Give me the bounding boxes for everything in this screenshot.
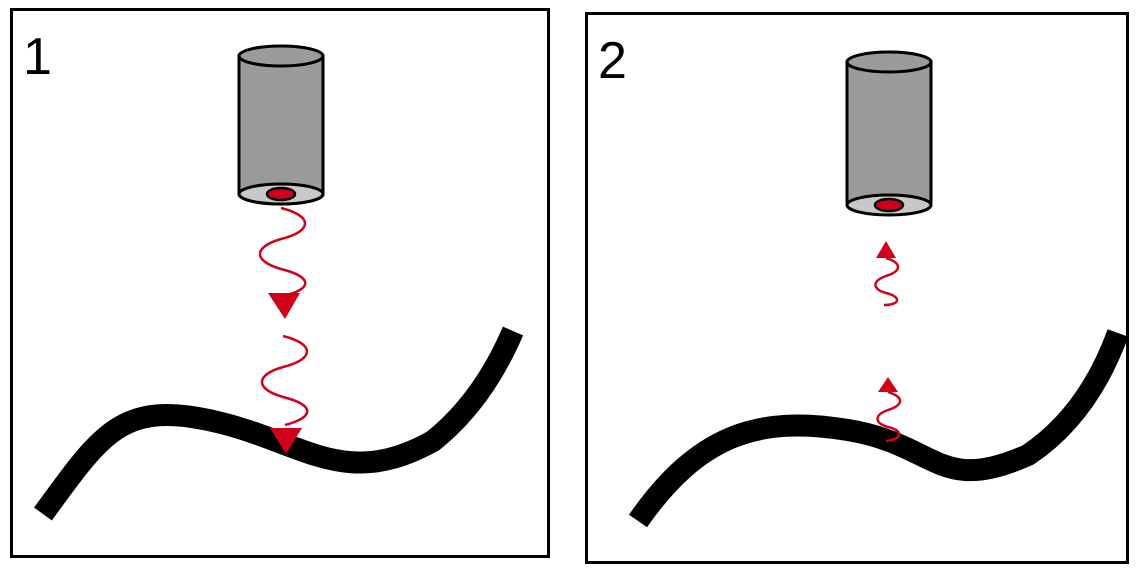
wave-arrow-icon: [261, 334, 309, 427]
arrowhead-up: [876, 241, 896, 258]
sensor-probe-icon: [237, 44, 325, 206]
surface-curve: [628, 329, 1129, 528]
sensor-probe-icon: [845, 50, 933, 217]
panel-2: 2: [585, 12, 1129, 564]
panel-1: 1: [10, 8, 550, 558]
panel-number: 2: [598, 32, 627, 90]
panel-1-illustration: [34, 44, 524, 521]
surface-curve: [34, 326, 524, 521]
panel-number: 1: [23, 28, 52, 86]
arrowhead-down: [268, 293, 300, 319]
panel-2-illustration: [628, 50, 1129, 528]
wave-arrow-icon: [876, 390, 902, 443]
wave-arrow-icon: [259, 206, 307, 298]
sensor-lens: [265, 186, 297, 202]
wave-arrow-icon: [874, 256, 900, 307]
arrowhead-up: [878, 377, 898, 392]
sensor-lens: [873, 197, 905, 213]
arrowhead-down: [270, 428, 302, 454]
